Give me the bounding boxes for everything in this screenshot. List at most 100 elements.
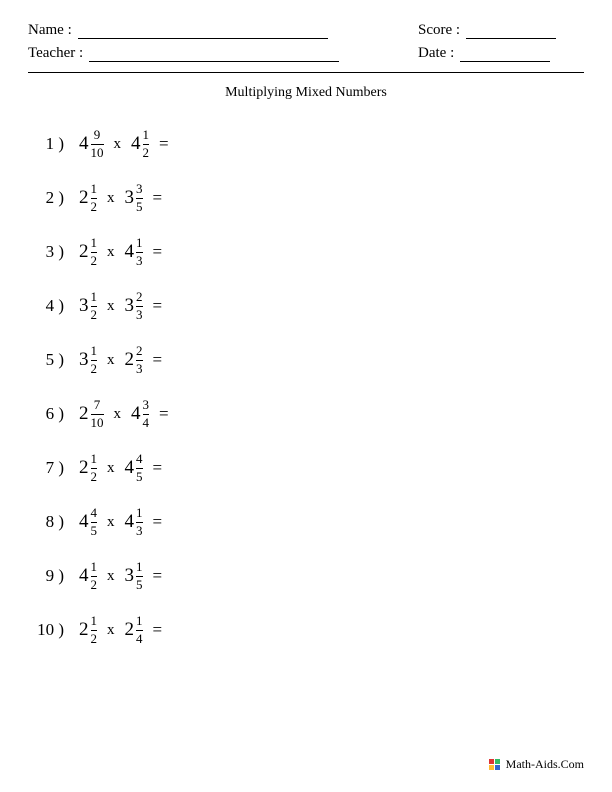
score-field: Score : bbox=[418, 22, 556, 39]
fraction-part: 45 bbox=[91, 506, 98, 538]
whole-part: 2 bbox=[125, 349, 135, 371]
teacher-blank[interactable] bbox=[89, 46, 339, 62]
problem-row: 10 )212x214= bbox=[32, 603, 584, 657]
problem-row: 5 )312x223= bbox=[32, 333, 584, 387]
problem-number: 2 ) bbox=[32, 188, 76, 208]
fraction-part: 910 bbox=[91, 128, 104, 160]
whole-part: 3 bbox=[125, 295, 135, 317]
problem-number: 5 ) bbox=[32, 350, 76, 370]
numerator: 1 bbox=[136, 614, 143, 628]
mixed-number: 315 bbox=[125, 560, 143, 592]
denominator: 2 bbox=[91, 578, 98, 592]
teacher-label: Teacher : bbox=[28, 45, 83, 62]
denominator: 2 bbox=[91, 362, 98, 376]
mixed-number: 212 bbox=[79, 182, 97, 214]
fraction-part: 12 bbox=[91, 344, 98, 376]
whole-part: 4 bbox=[131, 133, 141, 155]
fraction-part: 12 bbox=[91, 236, 98, 268]
whole-part: 2 bbox=[125, 619, 135, 641]
denominator: 5 bbox=[136, 200, 143, 214]
fraction-part: 710 bbox=[91, 398, 104, 430]
worksheet-header: Name : Score : Teacher : Date : bbox=[28, 22, 584, 62]
numerator: 3 bbox=[143, 398, 150, 412]
whole-part: 2 bbox=[79, 403, 89, 425]
numerator: 7 bbox=[94, 398, 101, 412]
denominator: 3 bbox=[136, 362, 143, 376]
fraction-part: 45 bbox=[136, 452, 143, 484]
numerator: 1 bbox=[91, 560, 98, 574]
mixed-number: 413 bbox=[125, 236, 143, 268]
operator: x bbox=[107, 244, 115, 261]
fraction-part: 12 bbox=[91, 614, 98, 646]
fraction-part: 12 bbox=[91, 182, 98, 214]
fraction-part: 12 bbox=[91, 290, 98, 322]
numerator: 1 bbox=[91, 290, 98, 304]
problem-number: 8 ) bbox=[32, 512, 76, 532]
operator: x bbox=[107, 190, 115, 207]
mixed-number: 413 bbox=[125, 506, 143, 538]
fraction-part: 23 bbox=[136, 344, 143, 376]
equals-sign: = bbox=[153, 620, 163, 640]
numerator: 1 bbox=[91, 182, 98, 196]
problem-row: 9 )412x315= bbox=[32, 549, 584, 603]
whole-part: 4 bbox=[125, 241, 135, 263]
denominator: 10 bbox=[91, 146, 104, 160]
problem-row: 8 )445x413= bbox=[32, 495, 584, 549]
fraction-part: 13 bbox=[136, 506, 143, 538]
fraction-part: 35 bbox=[136, 182, 143, 214]
mixed-number: 4910 bbox=[79, 128, 104, 160]
score-blank[interactable] bbox=[466, 23, 556, 39]
equals-sign: = bbox=[153, 296, 163, 316]
denominator: 3 bbox=[136, 524, 143, 538]
problem-row: 7 )212x445= bbox=[32, 441, 584, 495]
whole-part: 3 bbox=[125, 187, 135, 209]
problem-number: 4 ) bbox=[32, 296, 76, 316]
numerator: 1 bbox=[91, 344, 98, 358]
mixed-number: 412 bbox=[131, 128, 149, 160]
whole-part: 2 bbox=[79, 187, 89, 209]
mixed-number: 223 bbox=[125, 344, 143, 376]
header-row-1: Name : Score : bbox=[28, 22, 584, 39]
mixed-number: 214 bbox=[125, 614, 143, 646]
name-blank[interactable] bbox=[78, 23, 328, 39]
problem-row: 3 )212x413= bbox=[32, 225, 584, 279]
footer: Math-Aids.Com bbox=[489, 757, 584, 772]
problem-row: 4 )312x323= bbox=[32, 279, 584, 333]
denominator: 3 bbox=[136, 308, 143, 322]
fraction-part: 14 bbox=[136, 614, 143, 646]
whole-part: 2 bbox=[79, 619, 89, 641]
operator: x bbox=[107, 352, 115, 369]
numerator: 1 bbox=[143, 128, 150, 142]
whole-part: 2 bbox=[79, 241, 89, 263]
operator: x bbox=[107, 622, 115, 639]
whole-part: 3 bbox=[79, 295, 89, 317]
name-field: Name : bbox=[28, 22, 388, 39]
operator: x bbox=[107, 298, 115, 315]
denominator: 5 bbox=[136, 470, 143, 484]
operator: x bbox=[114, 136, 122, 153]
fraction-part: 15 bbox=[136, 560, 143, 592]
mixed-number: 212 bbox=[79, 236, 97, 268]
footer-logo-icon bbox=[489, 759, 500, 770]
operator: x bbox=[107, 514, 115, 531]
whole-part: 4 bbox=[79, 511, 89, 533]
problem-number: 7 ) bbox=[32, 458, 76, 478]
whole-part: 4 bbox=[125, 511, 135, 533]
equals-sign: = bbox=[153, 242, 163, 262]
mixed-number: 434 bbox=[131, 398, 149, 430]
equals-sign: = bbox=[153, 566, 163, 586]
score-label: Score : bbox=[418, 22, 460, 39]
date-field: Date : bbox=[418, 45, 550, 62]
numerator: 9 bbox=[94, 128, 101, 142]
mixed-number: 212 bbox=[79, 452, 97, 484]
mixed-number: 312 bbox=[79, 290, 97, 322]
mixed-number: 335 bbox=[125, 182, 143, 214]
numerator: 1 bbox=[136, 560, 143, 574]
mixed-number: 2710 bbox=[79, 398, 104, 430]
numerator: 1 bbox=[136, 236, 143, 250]
numerator: 3 bbox=[136, 182, 143, 196]
problem-number: 10 ) bbox=[32, 620, 76, 640]
date-blank[interactable] bbox=[460, 46, 550, 62]
whole-part: 3 bbox=[79, 349, 89, 371]
numerator: 2 bbox=[136, 290, 143, 304]
